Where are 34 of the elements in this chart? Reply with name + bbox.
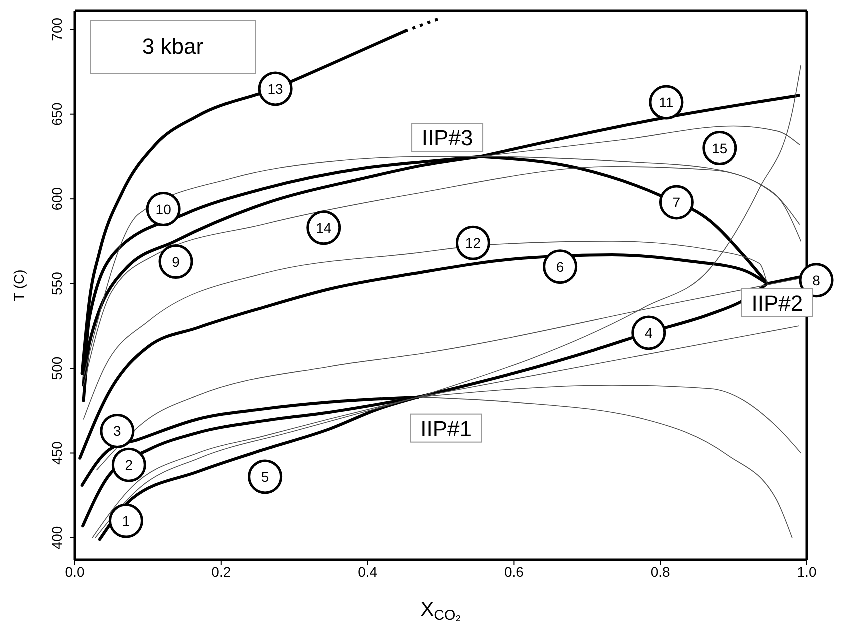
y-axis-title: T (C) xyxy=(11,270,27,302)
annotation: IIP#3 xyxy=(422,126,474,151)
x-tick-label: 0.6 xyxy=(504,564,524,580)
y-tick-label: 500 xyxy=(49,356,65,380)
y-tick-label: 400 xyxy=(49,526,65,550)
annotation: 9 xyxy=(172,254,180,270)
annotation: 7 xyxy=(672,194,681,210)
annotation: 6 xyxy=(556,258,564,275)
annotation: IIP#1 xyxy=(420,416,472,442)
y-tick-label: 650 xyxy=(49,102,65,126)
y-tick-label: 450 xyxy=(49,441,65,465)
x-tick-label: 0.2 xyxy=(212,564,232,580)
x-tick-label: 0.4 xyxy=(358,564,378,580)
annotation: 13 xyxy=(268,80,284,97)
annotation: 12 xyxy=(465,235,482,252)
annotation: 15 xyxy=(712,140,728,156)
x-axis-title: X$_{CO₂}$ xyxy=(420,599,462,624)
annotation: 10 xyxy=(156,201,172,218)
x-tick-label: 0.0 xyxy=(65,564,85,580)
x-tick-label: 1.0 xyxy=(797,564,817,580)
annotation: 8 xyxy=(812,272,821,288)
annotation: 2 xyxy=(125,457,134,474)
y-tick-label: 700 xyxy=(49,18,65,42)
y-tick-label: 600 xyxy=(49,187,65,211)
annotation: 1 xyxy=(122,513,130,530)
y-tick-label: 550 xyxy=(49,272,65,296)
x-tick-label: 0.8 xyxy=(650,564,671,580)
annotation: 11 xyxy=(659,94,674,110)
annotation: 4 xyxy=(644,324,653,341)
annotation: 14 xyxy=(316,220,332,236)
label-box: 3 kbar xyxy=(90,20,256,74)
annotation: IIP#2 xyxy=(752,290,804,316)
annotation: 3 xyxy=(114,423,122,440)
annotation: 5 xyxy=(261,468,270,485)
